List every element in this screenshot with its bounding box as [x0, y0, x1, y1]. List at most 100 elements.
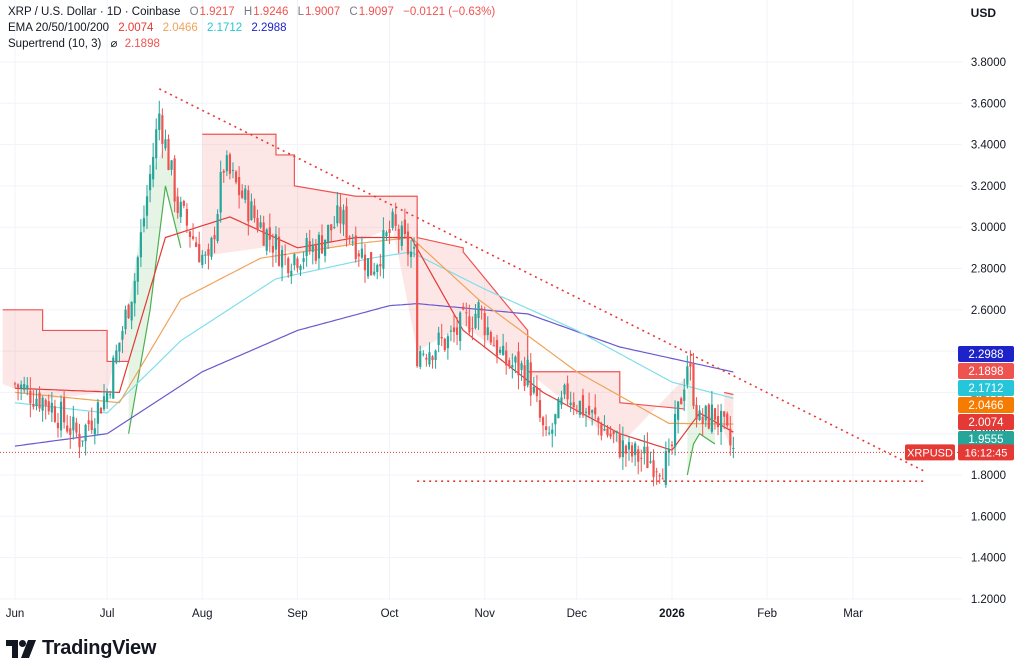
candle-body: [422, 353, 425, 355]
candle-body: [59, 401, 63, 431]
candle: [256, 209, 259, 233]
candle: [732, 436, 735, 459]
candle-body: [47, 401, 50, 412]
candle: [578, 400, 581, 418]
candle: [41, 395, 44, 422]
candle-body: [557, 398, 560, 419]
price-tag: 1.9555: [958, 431, 1014, 447]
supertrend-fill: [2, 304, 129, 400]
candle: [431, 355, 434, 369]
symbol-title[interactable]: XRP / U.S. Dollar · 1D · Coinbase: [8, 6, 181, 18]
y-tick-label: 3.8000: [971, 57, 1006, 69]
candle-body: [541, 417, 545, 426]
eye-off-icon[interactable]: ⌀: [110, 38, 118, 50]
candle-body: [643, 446, 646, 454]
candle-body: [78, 433, 81, 448]
candle: [204, 251, 207, 265]
candle-body: [124, 309, 127, 330]
candle-body: [127, 304, 130, 319]
currency-label[interactable]: USD: [970, 6, 996, 20]
candle-body: [250, 201, 253, 220]
supertrend-line: [202, 133, 685, 410]
candle: [465, 302, 468, 327]
candle: [23, 376, 26, 394]
candle-body: [382, 230, 385, 269]
candle-body: [311, 245, 314, 252]
candle-body: [416, 243, 419, 367]
candle: [492, 336, 496, 347]
legend-supertrend-row[interactable]: Supertrend (10, 3) ⌀ 2.1898: [8, 36, 501, 52]
candle-body: [716, 416, 720, 428]
candle: [403, 208, 406, 238]
candle: [238, 166, 241, 209]
candle-body: [459, 312, 462, 342]
candle: [222, 169, 225, 183]
legend-ema-row[interactable]: EMA 20/50/100/200 2.0074 2.0466 2.1712 2…: [8, 20, 501, 36]
candle: [363, 243, 367, 283]
candle-body: [443, 338, 446, 351]
candle-body: [38, 392, 41, 409]
candle-body: [210, 237, 213, 257]
candle-body: [627, 442, 631, 450]
candle: [96, 398, 99, 436]
candle: [409, 240, 413, 268]
candle: [508, 357, 511, 370]
candle-body: [578, 400, 581, 415]
candle-body: [198, 244, 201, 263]
candle-body: [84, 424, 87, 442]
candle-body: [222, 170, 225, 173]
candle: [477, 300, 480, 330]
y-tick-label: 1.8000: [971, 470, 1006, 482]
candle-body: [480, 308, 483, 311]
candle-body: [489, 332, 492, 343]
candle-body: [545, 426, 548, 430]
candle-body: [290, 270, 293, 277]
candle: [124, 305, 127, 335]
candle: [44, 398, 47, 420]
candle-body: [284, 254, 287, 256]
candle-body: [597, 417, 600, 423]
candle: [216, 209, 219, 244]
candle-body: [428, 352, 431, 365]
x-tick-label: Feb: [757, 608, 777, 620]
candle: [640, 449, 643, 472]
candle: [437, 326, 440, 353]
candle: [680, 396, 683, 405]
x-tick-label: Mar: [843, 608, 863, 620]
candle-body: [517, 351, 520, 376]
candle-body: [483, 313, 486, 336]
candle: [502, 333, 505, 356]
candle: [26, 377, 29, 396]
candle-body: [247, 190, 250, 222]
candle-body: [400, 225, 403, 246]
candle: [317, 231, 321, 269]
candle: [145, 184, 149, 229]
tradingview-brand[interactable]: TradingView: [6, 637, 156, 660]
candle-body: [581, 395, 585, 416]
candle: [664, 441, 667, 488]
candle: [609, 426, 612, 440]
candle: [280, 245, 284, 282]
candle-body: [587, 405, 591, 415]
candle-body: [520, 363, 523, 370]
candle-body: [253, 205, 256, 219]
candle-body: [63, 397, 66, 423]
y-tick-label: 2.6000: [971, 305, 1006, 317]
candle: [182, 199, 185, 209]
candle-body: [680, 398, 683, 405]
y-tick-label: 3.4000: [971, 140, 1006, 152]
candle-body: [99, 407, 103, 414]
candle-body: [148, 174, 152, 191]
candle-body: [96, 402, 99, 424]
candle-body: [305, 238, 308, 257]
candle-body: [379, 264, 382, 267]
candle-body: [164, 139, 167, 149]
candle: [253, 198, 256, 223]
candle-body: [640, 457, 643, 459]
candle: [290, 263, 293, 284]
candle-body: [142, 218, 146, 227]
candle: [400, 221, 403, 251]
candle-body: [262, 222, 265, 246]
candle: [336, 191, 339, 227]
